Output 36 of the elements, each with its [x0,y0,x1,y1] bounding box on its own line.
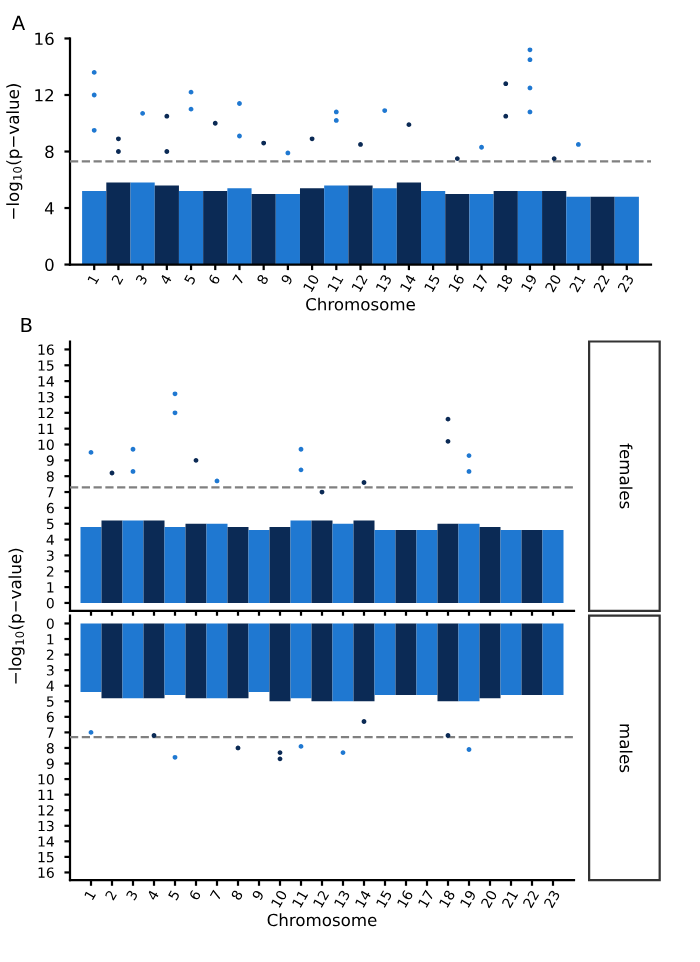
bar [566,196,591,265]
text: females [619,443,633,509]
y-tick-label: 0 [45,258,54,272]
bar [203,191,228,265]
y-tick-label: 8 [45,145,54,159]
bar [493,191,518,265]
bar [396,182,422,265]
y-axis-title: −log$_{10}$(p−value) [8,548,25,684]
bar [372,188,397,265]
y-tick-label: 16 [35,32,54,46]
bar [348,185,373,265]
bar [517,191,543,265]
bar [324,185,349,265]
y-tick-label: 4 [44,202,54,215]
chart-title: B [21,317,32,333]
bar [227,188,252,265]
bar [299,188,325,265]
bar [130,182,155,265]
bar [82,191,107,265]
bar [445,193,470,265]
y-tick-label: 12 [35,88,54,102]
bar [154,185,179,265]
chart-title: A [12,15,26,30]
x-axis-title: Chromosome [267,913,377,927]
bar [542,191,567,265]
bar [251,193,276,265]
bar [614,196,639,265]
bar [590,196,615,265]
bar [469,193,494,265]
bar [106,182,131,265]
y-axis-title: −log$_{10}$(p−value) [6,84,23,219]
bar [178,191,204,265]
bar [275,193,300,265]
bar [421,191,446,265]
x-axis-title: Chromosome [306,297,415,311]
text: males [619,724,633,773]
